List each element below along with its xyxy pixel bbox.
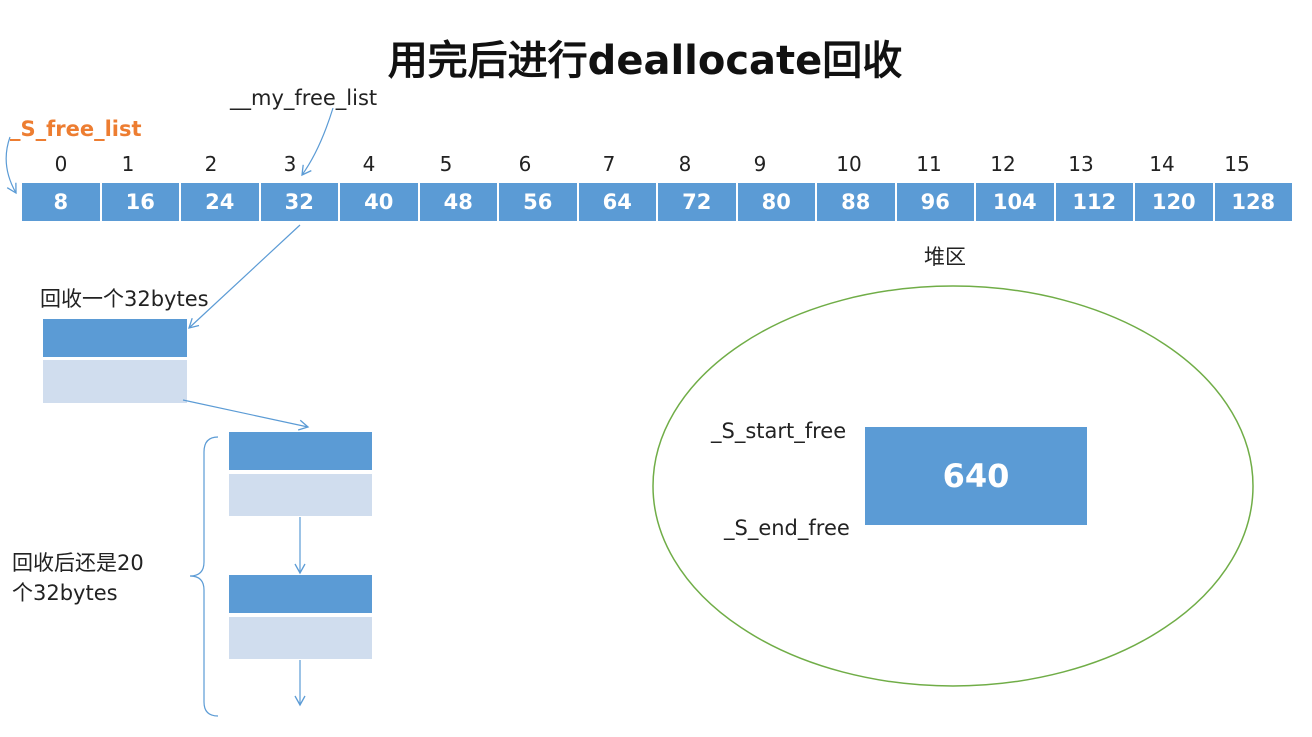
index-label: 13	[1068, 152, 1094, 176]
index-label: 10	[836, 152, 862, 176]
index-label: 9	[753, 152, 767, 176]
free-list-cell: 48	[419, 183, 499, 221]
free-list-cell: 24	[181, 183, 261, 221]
free-list-cell: 56	[499, 183, 579, 221]
index-label: 4	[362, 152, 376, 176]
recycled-chunk-body	[43, 360, 187, 403]
free-list-cell: 128	[1214, 183, 1292, 221]
index-label: 8	[678, 152, 692, 176]
index-label: 6	[518, 152, 532, 176]
recycled-chunk-header	[43, 319, 187, 357]
free-list-cell: 8	[22, 183, 102, 221]
s-end-free-label: _S_end_free	[724, 516, 850, 540]
index-label: 2	[204, 152, 218, 176]
recycle-after-label-2: 个32bytes	[12, 581, 118, 605]
my-free-list-arrow	[301, 107, 334, 177]
index-label: 3	[283, 152, 297, 176]
s-free-list-label: _S_free_list	[10, 117, 142, 141]
my-free-list-label: __my_free_list	[230, 86, 378, 110]
index-label: 1	[121, 152, 135, 176]
next-arrow	[182, 399, 310, 431]
heap-ellipse	[652, 285, 1254, 687]
free-list-cell: 16	[101, 183, 181, 221]
chain-chunk-body	[229, 617, 372, 659]
free-list-cell: 112	[1055, 183, 1135, 221]
recycle-one-label: 回收一个32bytes	[40, 287, 209, 311]
free-list-cell: 120	[1135, 183, 1215, 221]
index-label: 5	[439, 152, 453, 176]
index-label: 15	[1224, 152, 1250, 176]
s-start-free-label: _S_start_free	[711, 419, 847, 443]
free-list-cell: 32	[260, 183, 340, 221]
recycle-after-label: 回收后还是20	[12, 551, 144, 575]
free-list-cell: 88	[817, 183, 897, 221]
index-label: 12	[990, 152, 1016, 176]
free-list-cell: 64	[578, 183, 658, 221]
free-list-cell: 72	[658, 183, 738, 221]
free-list-cell: 80	[737, 183, 817, 221]
free-list-cell: 40	[340, 183, 420, 221]
chain-chunk-body	[229, 474, 372, 516]
free-list-cell: 104	[976, 183, 1056, 221]
index-label: 0	[54, 152, 68, 176]
page-title: 用完后进行deallocate回收	[387, 38, 903, 84]
s-free-list-arrow	[5, 136, 17, 195]
index-label: 7	[602, 152, 616, 176]
chain-chunk-header	[229, 575, 372, 613]
recycle-arrow	[188, 224, 301, 329]
free-list-array: 8 16 24 32 40 48 56 64 72 80 88 96 104 1…	[22, 183, 1292, 221]
free-list-cell: 96	[896, 183, 976, 221]
brace	[189, 436, 219, 717]
chain-chunk-header	[229, 432, 372, 470]
index-label: 11	[916, 152, 942, 176]
heap-memory-block: 640	[865, 427, 1087, 525]
heap-label: 堆区	[924, 245, 966, 269]
index-label: 14	[1149, 152, 1175, 176]
